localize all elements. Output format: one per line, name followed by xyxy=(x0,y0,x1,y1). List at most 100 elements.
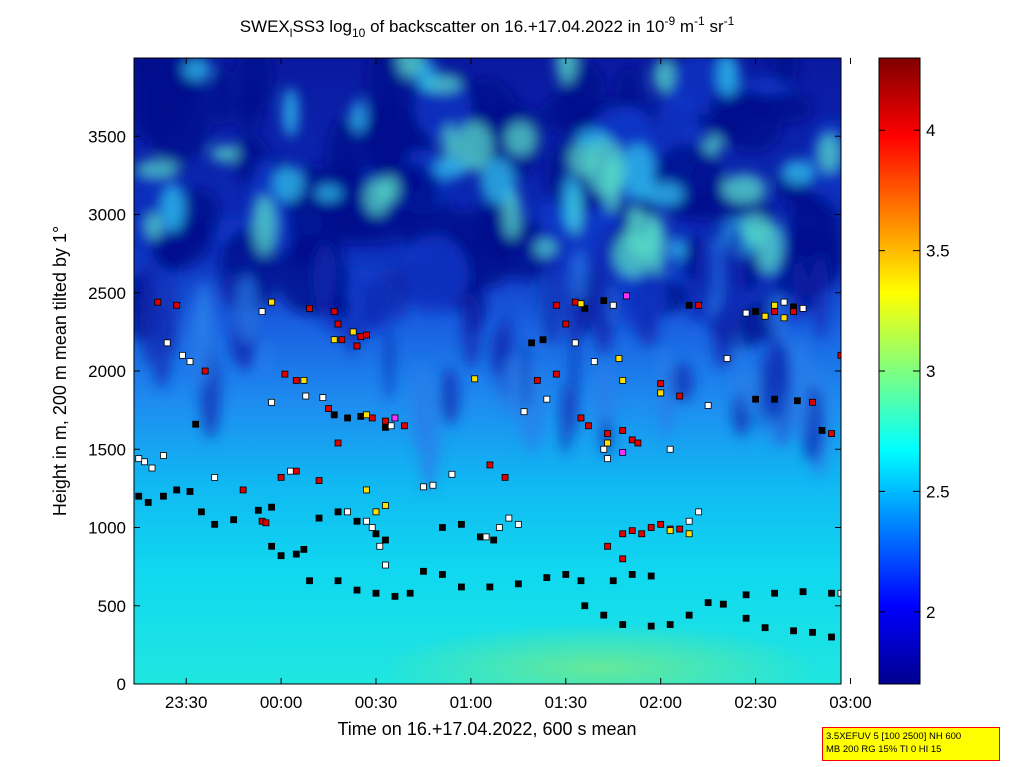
title-unit-m: m xyxy=(675,17,694,36)
layer-marker xyxy=(268,398,276,406)
layer-marker xyxy=(160,452,167,459)
layer-marker xyxy=(619,530,627,538)
layer-marker xyxy=(828,589,835,597)
layer-marker xyxy=(638,530,646,538)
heat-cell-bright xyxy=(646,216,667,275)
heat-streak xyxy=(560,382,571,455)
layer-marker xyxy=(609,577,617,585)
layer-marker xyxy=(501,474,509,481)
y-tick-label: 0 xyxy=(117,675,126,694)
layer-marker xyxy=(382,561,389,569)
layer-marker xyxy=(292,376,300,384)
layer-marker xyxy=(793,397,801,405)
layer-marker xyxy=(505,514,513,522)
layer-marker xyxy=(543,395,551,403)
heat-streak xyxy=(656,349,675,438)
layer-marker xyxy=(619,555,627,563)
layer-marker xyxy=(368,524,376,531)
info-line-1: 3.5XEFUV 5 [100 2500] NH 600 xyxy=(826,731,962,742)
title-prefix-sub: l xyxy=(290,26,293,40)
layer-marker xyxy=(533,376,541,384)
heat-cell-bright xyxy=(252,195,276,256)
layer-marker xyxy=(420,567,427,575)
title-exp2: -1 xyxy=(694,14,705,28)
colorbar-axis: 2 2.5 3 3.5 4 xyxy=(879,121,950,622)
heat-cell-bright xyxy=(146,212,162,240)
layer-marker xyxy=(353,342,361,350)
title-exp1: -9 xyxy=(664,14,675,28)
layer-marker xyxy=(615,355,623,362)
heat-streak xyxy=(439,367,460,426)
layer-marker xyxy=(514,520,522,528)
layer-marker xyxy=(401,422,408,430)
heat-cell-bright xyxy=(818,133,840,173)
layer-marker xyxy=(628,436,636,444)
heat-cell-bright xyxy=(434,158,468,179)
layer-marker xyxy=(382,536,389,544)
layer-marker xyxy=(581,602,589,610)
layer-marker xyxy=(148,464,156,472)
layer-marker xyxy=(376,542,384,550)
layer-marker xyxy=(495,524,503,531)
layer-marker xyxy=(552,370,560,378)
layer-marker xyxy=(600,445,608,453)
layer-marker xyxy=(809,628,816,636)
layer-marker xyxy=(254,506,262,514)
heat-streak xyxy=(790,339,812,441)
heat-streak xyxy=(792,255,805,305)
heat-streak xyxy=(539,252,564,348)
heat-cell-bright xyxy=(717,58,740,97)
heatmap-texture xyxy=(134,58,841,491)
layer-marker xyxy=(230,516,238,524)
layer-marker xyxy=(752,395,759,403)
layer-marker xyxy=(353,586,361,594)
layer-marker xyxy=(695,508,703,516)
layer-marker xyxy=(837,351,841,359)
title-exp3: -1 xyxy=(724,14,735,28)
layer-marker xyxy=(685,301,693,309)
layer-marker xyxy=(577,300,585,308)
layer-marker xyxy=(173,301,181,309)
heat-streak xyxy=(695,235,717,305)
x-axis-label: Time on 16.+17.04.2022, 600 s mean xyxy=(337,719,636,739)
layer-marker xyxy=(490,536,498,544)
layer-marker xyxy=(657,389,665,397)
heat-cell-dark xyxy=(366,58,408,124)
colorbar-tick-label: 3 xyxy=(926,362,935,381)
heat-cell-bright xyxy=(315,185,342,202)
layer-marker xyxy=(268,298,276,306)
layer-marker xyxy=(647,572,655,580)
layer-marker xyxy=(458,520,465,528)
layer-marker xyxy=(482,533,490,541)
layer-marker xyxy=(771,589,778,597)
layer-marker xyxy=(334,508,342,516)
layer-marker xyxy=(281,370,289,378)
layer-marker xyxy=(666,445,674,453)
layer-marker xyxy=(562,320,570,328)
heat-streak xyxy=(260,341,270,380)
layer-marker xyxy=(382,502,389,509)
heat-streak xyxy=(758,355,767,433)
y-tick-label: 1000 xyxy=(88,519,126,538)
layer-marker xyxy=(372,530,380,538)
layer-marker xyxy=(197,508,205,516)
heat-streak xyxy=(635,309,660,347)
layer-marker xyxy=(562,571,570,578)
heat-cell-bright xyxy=(653,58,675,93)
layer-marker xyxy=(628,571,636,578)
layer-marker xyxy=(211,520,219,528)
heat-streak xyxy=(161,276,179,356)
layer-marker xyxy=(695,301,703,309)
layer-marker xyxy=(363,517,370,525)
layer-marker xyxy=(761,624,769,632)
layer-marker xyxy=(382,417,389,425)
heatmap-near-surface-patch xyxy=(380,623,820,684)
heat-cell-bright xyxy=(534,239,557,257)
heat-streak xyxy=(386,267,410,321)
layer-marker xyxy=(552,301,560,309)
layer-marker xyxy=(719,600,727,608)
layer-marker xyxy=(406,589,414,597)
x-tick-label: 00:00 xyxy=(260,693,303,712)
layer-marker xyxy=(439,571,446,578)
layer-marker xyxy=(539,336,547,344)
